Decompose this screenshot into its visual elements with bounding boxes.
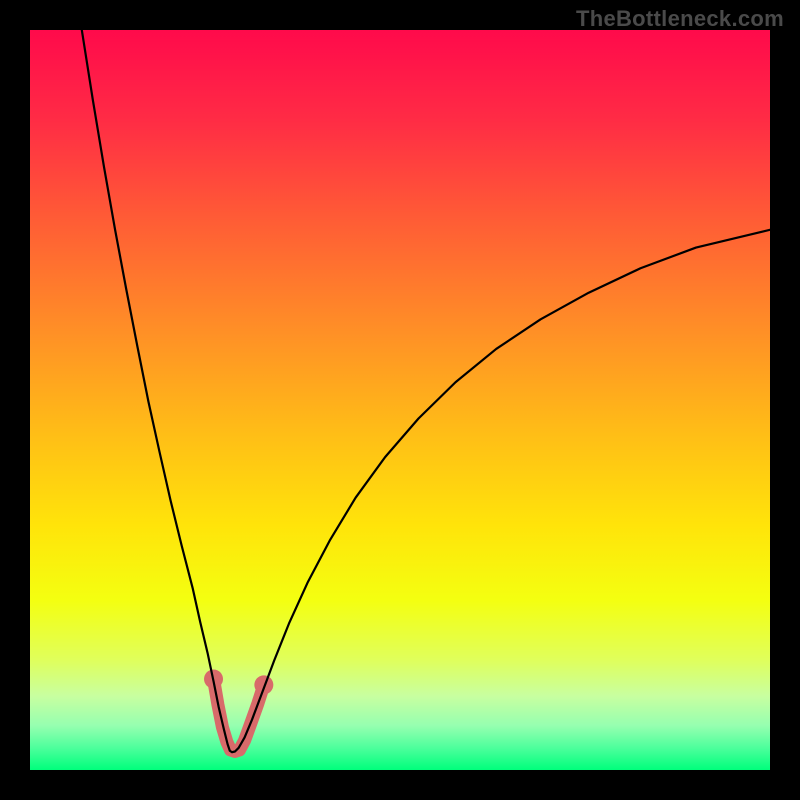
gradient-background (30, 30, 770, 770)
watermark-text: TheBottleneck.com (576, 6, 784, 32)
chart-outer: TheBottleneck.com (0, 0, 800, 800)
bottleneck-chart (30, 30, 770, 770)
